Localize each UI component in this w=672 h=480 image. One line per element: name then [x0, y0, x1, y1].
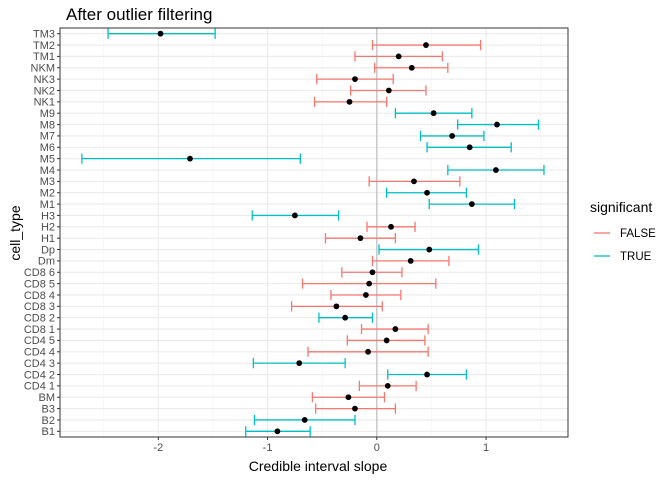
point-estimates [157, 30, 500, 435]
point-estimate [424, 371, 430, 378]
point-estimate [411, 178, 417, 185]
point-estimate [365, 348, 371, 355]
point-estimate [449, 133, 456, 139]
point-estimate [468, 201, 475, 207]
y-tick-label: M8 [40, 119, 55, 131]
y-tick-label: M3 [40, 176, 55, 188]
point-estimate [342, 314, 349, 321]
point-estimate [494, 121, 500, 128]
point-estimate [274, 428, 281, 435]
point-estimate [423, 42, 429, 48]
point-estimate [362, 292, 369, 298]
x-axis-title: Credible interval slope [249, 458, 388, 474]
legend-keys: FALSE TRUE [594, 228, 656, 263]
point-estimate [383, 337, 390, 344]
y-tick-label: CD8 3 [24, 301, 55, 313]
minor-gridlines [103, 28, 541, 437]
y-tick-label: M4 [40, 165, 55, 177]
y-tick-label: NK1 [34, 97, 55, 109]
point-estimate [301, 417, 308, 423]
chart-title: After outlier filtering [66, 5, 212, 24]
point-estimate [346, 98, 353, 105]
point-estimate [352, 76, 358, 83]
y-tick-label: CD8 1 [24, 324, 55, 336]
plot-panel [59, 27, 569, 438]
y-tick-label: B2 [42, 415, 55, 427]
point-estimate [385, 87, 392, 94]
x-tick-label: -1 [263, 442, 273, 454]
y-tick-label: M5 [40, 153, 55, 165]
y-tick-label: CD4 3 [24, 358, 55, 370]
y-tick-label: BM [39, 392, 56, 404]
x-tick-label: -2 [153, 442, 163, 454]
point-estimate [466, 144, 473, 151]
x-tick-label: 1 [483, 442, 489, 454]
y-tick-label: B3 [42, 403, 55, 415]
point-estimate [345, 394, 352, 401]
legend-label: FALSE [620, 228, 656, 240]
point-estimate [352, 405, 358, 412]
point-estimate [384, 382, 391, 389]
y-tick-label: NK3 [34, 74, 55, 86]
point-estimate [492, 167, 499, 173]
y-tick-label: CD4 5 [24, 335, 55, 347]
point-estimate [408, 64, 415, 71]
point-estimate [291, 212, 298, 219]
y-tick-label: CD4 2 [24, 369, 55, 381]
point-estimate [424, 189, 430, 196]
point-estimate [333, 303, 340, 310]
x-tick-label: 0 [374, 442, 380, 454]
y-tick-label: CD4 1 [24, 381, 55, 393]
y-tick-label: H1 [41, 233, 55, 245]
panel-background [60, 28, 568, 437]
legend-title: significant [590, 199, 652, 215]
y-tick-label: M2 [40, 188, 55, 200]
y-tick-label: CD4 4 [24, 347, 55, 359]
point-estimate [395, 53, 402, 60]
y-tick-label: CD8 5 [24, 278, 55, 290]
point-estimate [369, 269, 376, 276]
legend: significant FALSE TRUE [590, 199, 656, 263]
point-estimate [407, 258, 414, 264]
y-tick-label: TM3 [33, 28, 55, 40]
major-gridlines [60, 28, 568, 437]
y-tick-label: CD8 6 [24, 267, 55, 279]
y-axis-ticks: TM3TM2TM1NKMNK3NK2NK1M9M8M7M6M5M4M3M2M1H… [24, 28, 60, 438]
y-tick-label: CD8 2 [24, 313, 55, 325]
y-axis-title: cell_type [7, 205, 23, 260]
y-tick-label: NK2 [34, 85, 55, 97]
y-tick-label: Dm [38, 256, 55, 268]
y-tick-label: Dp [41, 244, 55, 256]
point-estimate [430, 110, 437, 117]
point-estimate [366, 280, 373, 287]
point-estimate [187, 155, 193, 162]
y-tick-label: TM1 [33, 51, 55, 63]
y-tick-label: M6 [40, 142, 55, 154]
x-axis-ticks: -2 -1 0 1 [153, 437, 489, 454]
y-tick-label: TM2 [33, 40, 55, 52]
y-tick-label: H3 [41, 210, 55, 222]
y-tick-label: M7 [40, 131, 55, 143]
y-tick-label: H2 [41, 222, 55, 234]
y-tick-label: B1 [42, 426, 55, 438]
panel-border [59, 27, 569, 438]
point-estimate [157, 30, 164, 37]
y-tick-label: CD8 4 [24, 290, 55, 302]
y-tick-label: NKM [31, 63, 55, 75]
y-tick-label: M9 [40, 108, 55, 120]
legend-label: TRUE [620, 251, 652, 263]
point-estimate [357, 235, 364, 242]
y-tick-label: M1 [40, 199, 55, 211]
point-estimate [296, 360, 303, 367]
point-estimate [426, 246, 433, 253]
point-estimate [388, 223, 394, 230]
point-estimate [392, 326, 399, 332]
